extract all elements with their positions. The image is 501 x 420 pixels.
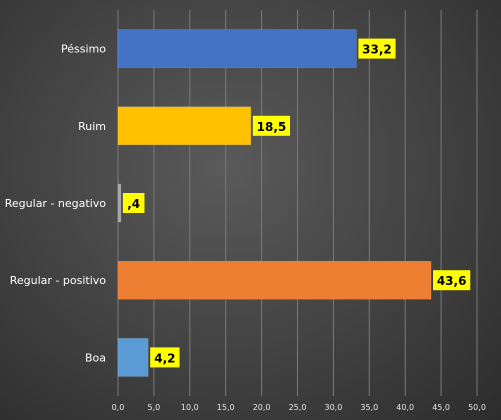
bar: [117, 183, 122, 223]
data-label-background: [433, 270, 471, 291]
data-label: 18,5: [257, 120, 287, 134]
bar: [117, 338, 149, 377]
x-tick-label: 35,0: [360, 403, 378, 412]
data-label-background: [358, 38, 396, 59]
x-tick-label: 0,0: [112, 403, 125, 412]
data-label-background: [150, 347, 180, 368]
bar: [117, 106, 252, 146]
x-tick-label: 50,0: [468, 403, 486, 412]
x-tick-label: 45,0: [432, 403, 450, 412]
x-tick-label: 30,0: [324, 403, 342, 412]
data-label-background: [122, 193, 145, 213]
category-label: Regular - negativo: [5, 197, 106, 210]
bar: [117, 260, 432, 300]
bar: [117, 29, 357, 68]
x-tick-label: 5,0: [148, 403, 161, 412]
category-label: Ruim: [78, 120, 106, 133]
data-label: 4,2: [154, 351, 175, 365]
category-label: Boa: [85, 351, 106, 364]
x-tick-label: 25,0: [289, 403, 307, 412]
x-tick-label: 40,0: [396, 403, 414, 412]
category-label: Regular - positivo: [10, 274, 107, 287]
x-tick-label: 20,0: [253, 403, 271, 412]
x-tick-label: 10,0: [181, 403, 199, 412]
data-label: 43,6: [437, 274, 467, 288]
data-label: 33,2: [362, 43, 392, 57]
data-label: ,4: [127, 197, 140, 211]
category-label: Péssimo: [61, 43, 106, 56]
data-label-background: [252, 115, 291, 136]
x-tick-label: 15,0: [217, 403, 235, 412]
